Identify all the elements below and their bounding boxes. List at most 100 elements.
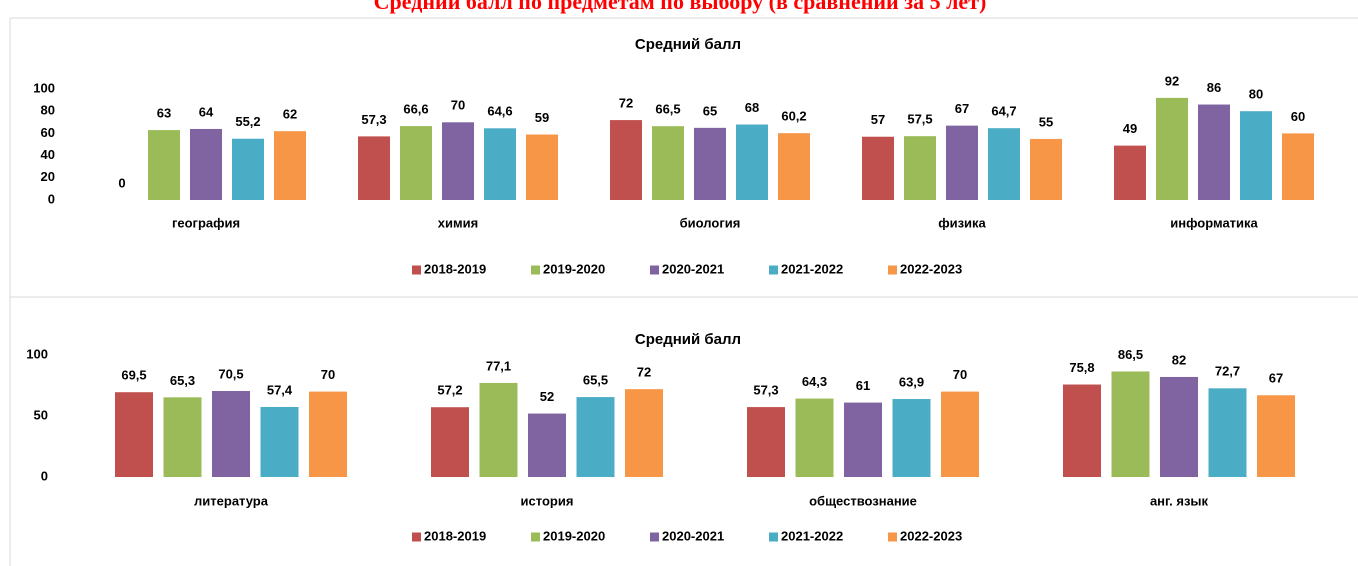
bar bbox=[736, 124, 768, 200]
x-tick-label: анг. язык bbox=[1150, 493, 1209, 508]
value-label: 57,5 bbox=[907, 112, 932, 127]
value-label: 64 bbox=[199, 104, 214, 119]
x-tick-label: история bbox=[521, 493, 574, 508]
legend-label: 2018-2019 bbox=[424, 261, 486, 276]
x-tick-label: биология bbox=[680, 215, 741, 230]
legend-swatch bbox=[888, 265, 897, 275]
legend-swatch bbox=[769, 265, 778, 275]
chart-title: Средний балл bbox=[635, 331, 741, 348]
value-label: 61 bbox=[856, 378, 870, 393]
y-tick-label: 60 bbox=[41, 125, 55, 140]
bar bbox=[484, 128, 516, 200]
bar bbox=[1282, 133, 1314, 200]
bar bbox=[1240, 111, 1272, 200]
y-tick-label: 100 bbox=[33, 80, 55, 95]
legend-swatch bbox=[531, 532, 540, 542]
value-label: 55 bbox=[1039, 114, 1053, 129]
value-label: 66,5 bbox=[655, 102, 680, 117]
bar bbox=[652, 126, 684, 200]
value-label: 65 bbox=[703, 103, 717, 118]
value-label: 55,2 bbox=[235, 114, 260, 129]
bar bbox=[795, 398, 834, 477]
value-label: 69,5 bbox=[121, 368, 146, 383]
page-heading: Средний балл по предметам по выбору (в с… bbox=[374, 0, 987, 14]
legend-swatch bbox=[412, 265, 421, 275]
value-label: 59 bbox=[535, 110, 549, 125]
value-label: 57,2 bbox=[437, 383, 462, 398]
value-label: 63,9 bbox=[899, 374, 924, 389]
bar bbox=[892, 399, 931, 477]
bar bbox=[431, 407, 469, 477]
bar bbox=[778, 133, 810, 200]
value-label: 82 bbox=[1172, 352, 1186, 367]
x-tick-label: география bbox=[172, 215, 240, 230]
value-label: 86 bbox=[1207, 80, 1221, 95]
bar bbox=[526, 134, 558, 200]
value-label: 49 bbox=[1123, 121, 1137, 136]
value-label: 60,2 bbox=[781, 109, 806, 124]
value-label: 57,3 bbox=[753, 383, 778, 398]
bar bbox=[1114, 145, 1146, 200]
x-tick-label: литература bbox=[194, 493, 269, 508]
bar bbox=[442, 122, 474, 200]
legend-swatch bbox=[650, 265, 659, 275]
value-label: 70 bbox=[451, 98, 465, 113]
value-label: 65,3 bbox=[170, 373, 195, 388]
bar bbox=[148, 130, 180, 200]
bar bbox=[941, 391, 979, 477]
legend-label: 2021-2022 bbox=[781, 261, 843, 276]
value-label: 62 bbox=[283, 107, 297, 122]
value-label: 68 bbox=[745, 100, 759, 115]
bar bbox=[260, 406, 299, 477]
bar bbox=[1063, 384, 1101, 477]
value-label: 92 bbox=[1165, 73, 1179, 88]
bar bbox=[1030, 138, 1062, 200]
value-label: 72 bbox=[619, 96, 633, 111]
y-tick-label: 50 bbox=[34, 407, 48, 422]
legend-label: 2020-2021 bbox=[662, 528, 724, 543]
value-label: 65,5 bbox=[583, 373, 608, 388]
legend-label: 2022-2023 bbox=[900, 261, 962, 276]
legend-label: 2019-2020 bbox=[543, 528, 605, 543]
value-label: 64,6 bbox=[487, 104, 512, 119]
bar bbox=[400, 126, 432, 200]
bar bbox=[1111, 371, 1150, 477]
legend-label: 2022-2023 bbox=[900, 528, 962, 543]
value-label: 72,7 bbox=[1215, 364, 1240, 379]
value-label: 64,3 bbox=[802, 374, 827, 389]
y-tick-label: 100 bbox=[26, 346, 48, 361]
value-label: 86,5 bbox=[1118, 347, 1143, 362]
bar bbox=[528, 413, 566, 477]
bar bbox=[1156, 97, 1188, 200]
bar bbox=[232, 138, 264, 200]
y-tick-label: 0 bbox=[48, 191, 55, 206]
bar bbox=[904, 136, 936, 200]
bar bbox=[190, 128, 222, 200]
legend-swatch bbox=[412, 532, 421, 542]
value-label: 63 bbox=[157, 106, 171, 121]
x-tick-label: обществознание bbox=[809, 493, 917, 508]
bar bbox=[358, 136, 390, 200]
chart-frame bbox=[9, 17, 1358, 566]
legend-label: 2019-2020 bbox=[543, 261, 605, 276]
bar bbox=[988, 128, 1020, 200]
value-label: 80 bbox=[1249, 87, 1263, 102]
bar bbox=[115, 392, 153, 477]
bar bbox=[576, 397, 615, 477]
x-tick-label: химия bbox=[438, 215, 478, 230]
y-tick-label: 20 bbox=[41, 169, 55, 184]
legend-label: 2021-2022 bbox=[781, 528, 843, 543]
bar bbox=[1257, 395, 1295, 477]
bar bbox=[163, 397, 202, 477]
legend-label: 2020-2021 bbox=[662, 261, 724, 276]
value-label: 70 bbox=[953, 367, 967, 382]
bar bbox=[1208, 388, 1247, 477]
value-label: 67 bbox=[955, 101, 969, 116]
bar bbox=[694, 127, 726, 200]
value-label: 64,7 bbox=[991, 104, 1016, 119]
y-tick-label: 40 bbox=[41, 147, 55, 162]
bar bbox=[946, 125, 978, 200]
bar bbox=[479, 382, 518, 477]
value-label: 57,4 bbox=[267, 382, 293, 397]
